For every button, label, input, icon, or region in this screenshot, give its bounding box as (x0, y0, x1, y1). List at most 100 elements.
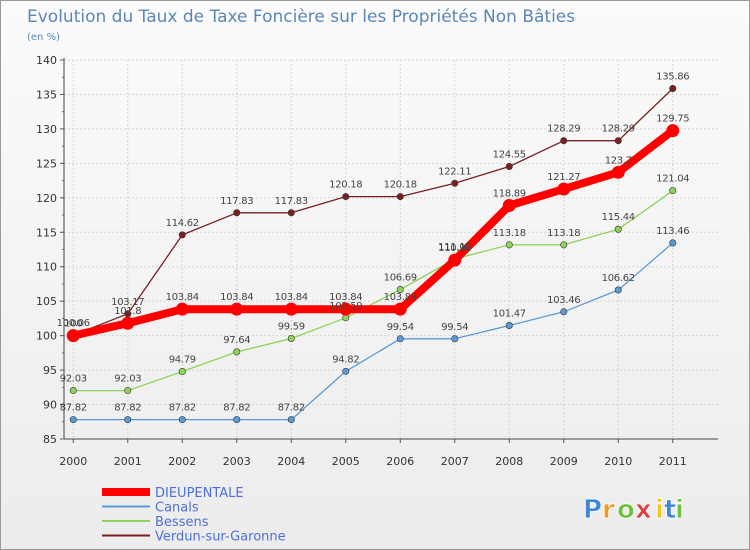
data-point (560, 241, 568, 249)
data-label: 103.84 (329, 292, 362, 303)
data-point (669, 85, 677, 93)
data-label: 103.46 (547, 295, 580, 306)
data-point (175, 302, 189, 316)
data-label: 100 (64, 319, 82, 330)
data-label: 87.82 (60, 403, 87, 414)
y-tick-label: 110 (36, 261, 57, 274)
data-point (614, 225, 622, 233)
logo-letter: o (617, 495, 635, 525)
data-point (666, 124, 680, 138)
x-tick-label: 2010 (604, 455, 632, 468)
x-tick-label: 2001 (114, 455, 142, 468)
data-label: 128.29 (602, 124, 635, 135)
x-tick-label: 2009 (550, 455, 578, 468)
data-point (614, 286, 622, 294)
data-label: 135.86 (656, 72, 689, 83)
data-point (448, 253, 462, 267)
data-labels: 100 101.8 103.84 103.84 103.84 103.84 103.84 11… (57, 72, 690, 414)
data-label: 129.75 (656, 114, 689, 125)
data-point (178, 368, 186, 376)
x-tick-label: 2008 (495, 455, 523, 468)
data-label: 92.03 (114, 374, 141, 385)
data-point (287, 416, 295, 424)
x-tick-label: 2006 (386, 455, 414, 468)
y-tick-label: 115 (36, 226, 57, 239)
data-point (233, 209, 241, 217)
y-tick-label: 85 (43, 433, 57, 446)
data-label: 106.62 (602, 273, 635, 284)
data-label: 102.59 (329, 301, 362, 312)
data-label: 94.79 (169, 355, 196, 366)
data-label: 117.83 (220, 196, 253, 207)
legend: DIEUPENTALECanalsBessensVerdun-sur-Garon… (102, 486, 286, 545)
data-label: 120.18 (384, 180, 417, 191)
data-point (233, 348, 241, 356)
data-label: 103.84 (220, 292, 253, 303)
series-line (69, 126, 677, 340)
data-point (557, 182, 571, 196)
data-point (396, 193, 404, 201)
data-label: 87.82 (169, 403, 196, 414)
y-tick-label: 140 (36, 54, 57, 67)
data-point (393, 302, 407, 316)
grid (64, 59, 718, 440)
axes: 85 90 95 100 105 110 115 120 125 130 135 140 2000 200… (36, 54, 718, 468)
data-label: 97.64 (223, 335, 250, 346)
data-point (178, 416, 186, 424)
x-tick-label: 2004 (277, 455, 305, 468)
data-label: 120.18 (329, 180, 362, 191)
y-tick-label: 130 (36, 123, 57, 136)
series-line (72, 190, 674, 392)
data-label: 122.11 (438, 166, 471, 177)
data-point (178, 231, 186, 239)
data-label: 118.89 (493, 188, 526, 199)
legend-label: Bessens (155, 515, 209, 530)
logo-letter: i (655, 495, 664, 525)
data-label: 110.96 (438, 243, 471, 254)
y-tick-label: 100 (36, 330, 57, 343)
data-point (560, 137, 568, 145)
data-point (396, 335, 404, 343)
data-point (396, 286, 404, 294)
data-point (669, 239, 677, 247)
data-point (124, 387, 132, 395)
y-tick-label: 95 (43, 364, 57, 377)
series-points (66, 85, 680, 424)
data-label: 87.82 (278, 403, 305, 414)
series-line (72, 87, 674, 336)
data-point (611, 165, 625, 179)
data-label: 113.18 (547, 228, 580, 239)
data-point (233, 416, 241, 424)
series-line (72, 242, 674, 421)
legend-label: Canals (155, 501, 199, 516)
data-point (502, 198, 516, 212)
data-point (66, 329, 80, 343)
y-tick-label: 135 (36, 88, 57, 101)
data-point (342, 193, 350, 201)
data-label: 121.04 (656, 174, 689, 185)
data-label: 101.8 (114, 306, 141, 317)
data-label: 106.69 (384, 273, 417, 284)
y-tick-label: 105 (36, 295, 57, 308)
data-point (342, 367, 350, 375)
legend-label: DIEUPENTALE (155, 486, 244, 501)
data-label: 121.27 (547, 172, 580, 183)
chart-title: Evolution du Taux de Taxe Foncière sur l… (27, 7, 575, 27)
data-label: 99.54 (387, 322, 414, 333)
logo-letter: r (602, 495, 615, 525)
data-label: 87.82 (114, 403, 141, 414)
data-label: 87.82 (223, 403, 250, 414)
data-label: 103.84 (384, 292, 417, 303)
data-point (287, 209, 295, 217)
data-point (287, 334, 295, 342)
data-point (505, 322, 513, 330)
data-label: 99.54 (441, 322, 468, 333)
data-label: 100.06 (57, 318, 90, 329)
series-lines (69, 87, 677, 421)
data-point (669, 187, 677, 195)
data-point (284, 302, 298, 316)
data-point (560, 308, 568, 316)
logo-letter: x (635, 495, 652, 525)
data-point (451, 179, 459, 187)
